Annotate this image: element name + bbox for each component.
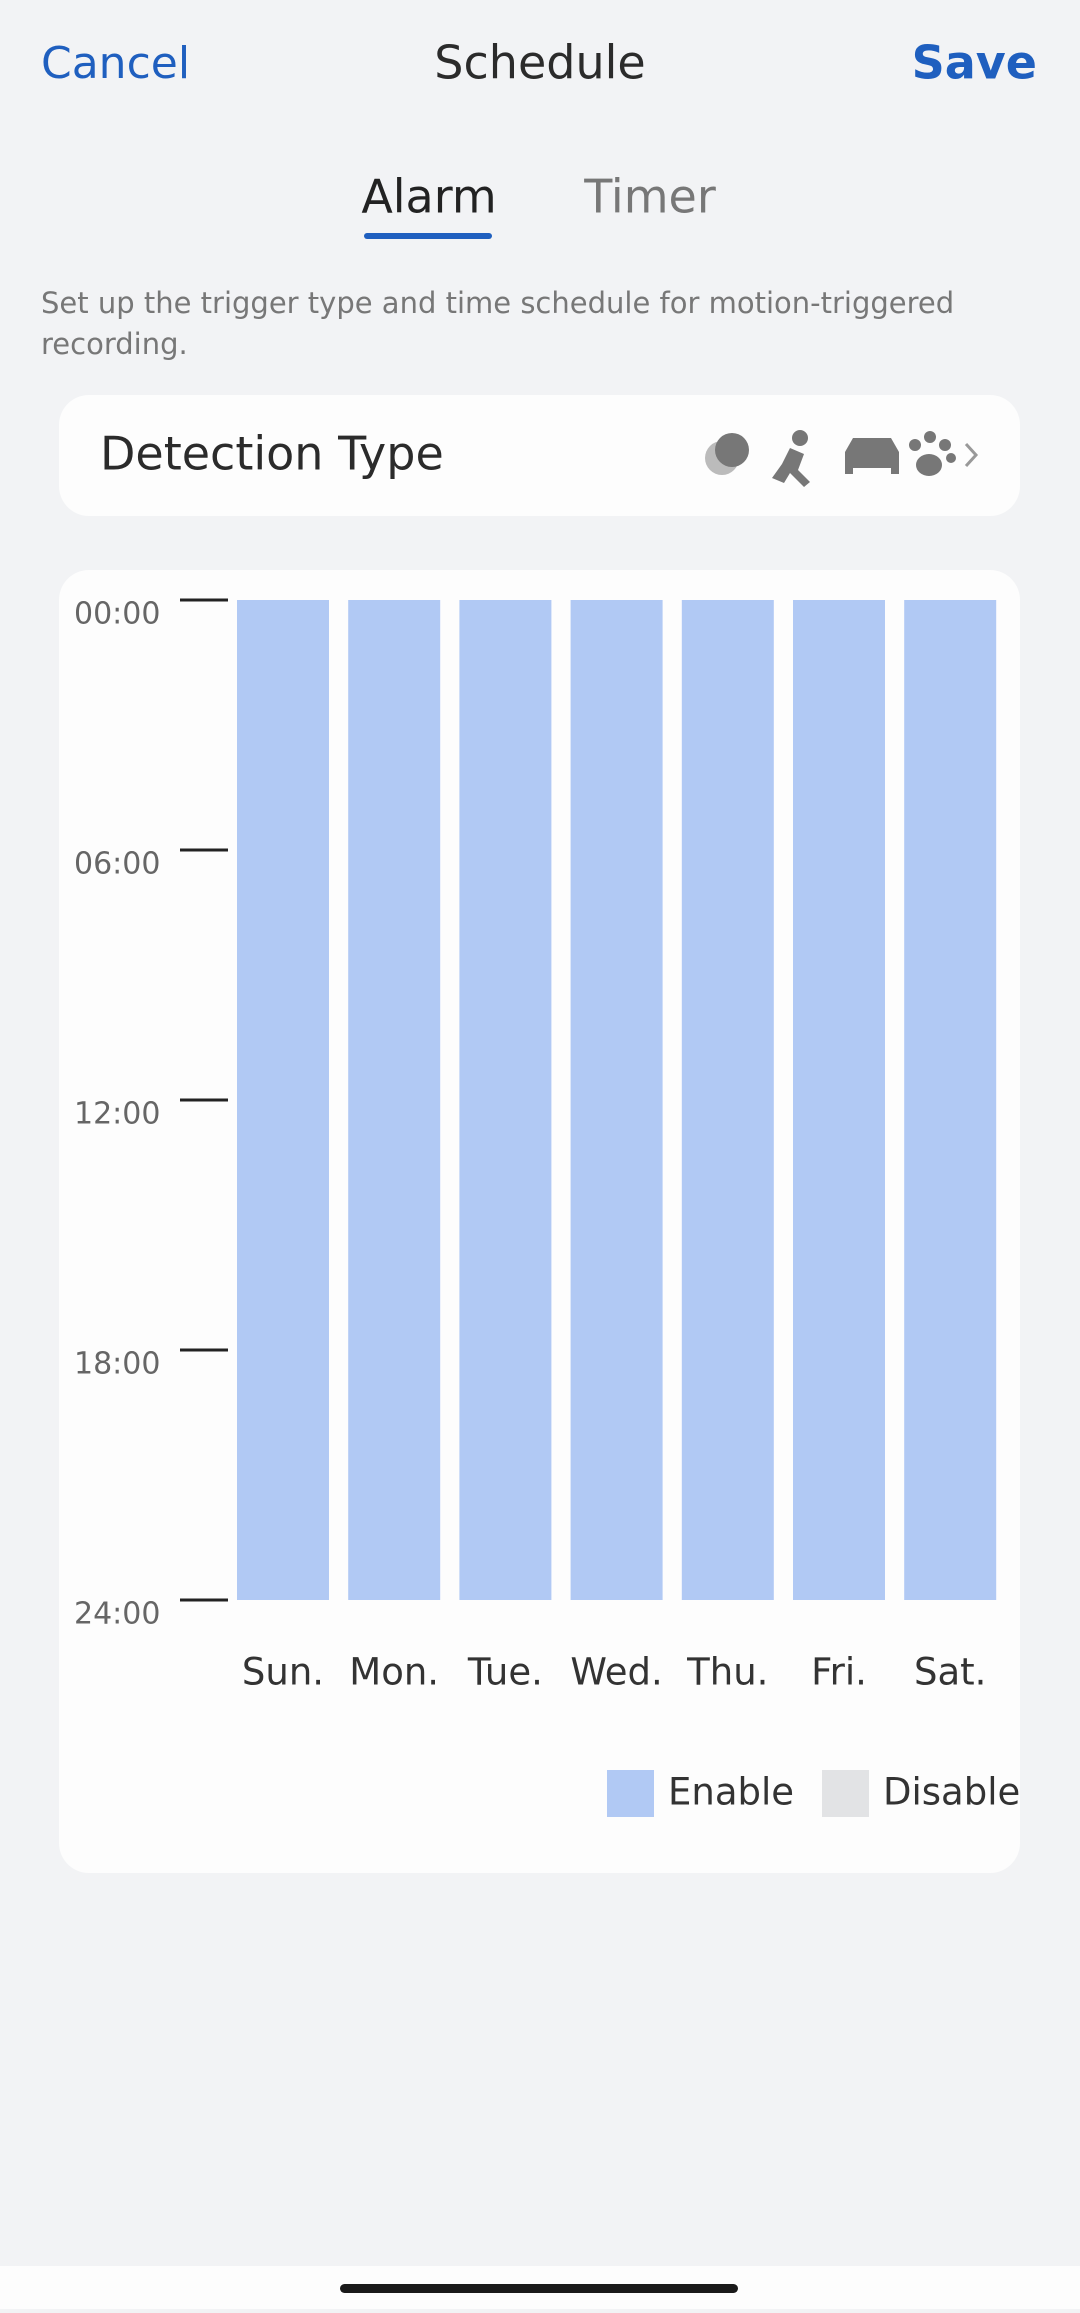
legend-label: Enable: [668, 1771, 794, 1814]
screen-title: Schedule: [434, 36, 645, 90]
description: Set up the trigger type and time schedul…: [41, 286, 954, 320]
schedule-bar: [793, 600, 885, 1600]
day-label: Wed.: [570, 1651, 662, 1694]
detection-label: Detection Type: [100, 427, 444, 481]
detection-card[interactable]: [59, 395, 1020, 516]
description: recording.: [41, 327, 188, 361]
timer-tab[interactable]: Timer: [583, 170, 716, 224]
schedule-bar: [237, 600, 329, 1600]
day-label: Sat.: [914, 1651, 986, 1694]
legend-label: Disable: [883, 1771, 1020, 1814]
detection-icons: [705, 430, 979, 487]
y-tick-label: 12:00: [74, 1097, 160, 1132]
y-tick-label: 00:00: [74, 597, 160, 632]
cancel-button[interactable]: Cancel: [41, 38, 190, 89]
y-tick-label: 18:00: [74, 1347, 160, 1382]
day-label: Fri.: [811, 1651, 867, 1694]
home-indicator: [340, 2284, 738, 2293]
day-label: Thu.: [686, 1651, 768, 1694]
alarm-tab[interactable]: Alarm: [361, 170, 496, 224]
schedule-bar: [570, 600, 663, 1600]
day-label: Sun.: [242, 1651, 324, 1694]
tab-indicator: [364, 233, 492, 239]
y-tick-label: 24:00: [74, 1597, 160, 1632]
schedule-bar: [348, 600, 441, 1600]
schedule-bar: [904, 600, 997, 1600]
legend-swatch: [822, 1770, 869, 1817]
legend-swatch: [607, 1770, 654, 1817]
y-tick-label: 06:00: [74, 847, 160, 882]
day-label: Tue.: [467, 1651, 543, 1694]
schedule-bar: [459, 600, 552, 1600]
schedule-bar: [681, 600, 774, 1600]
save-button[interactable]: Save: [912, 36, 1037, 90]
day-label: Mon.: [349, 1651, 439, 1694]
